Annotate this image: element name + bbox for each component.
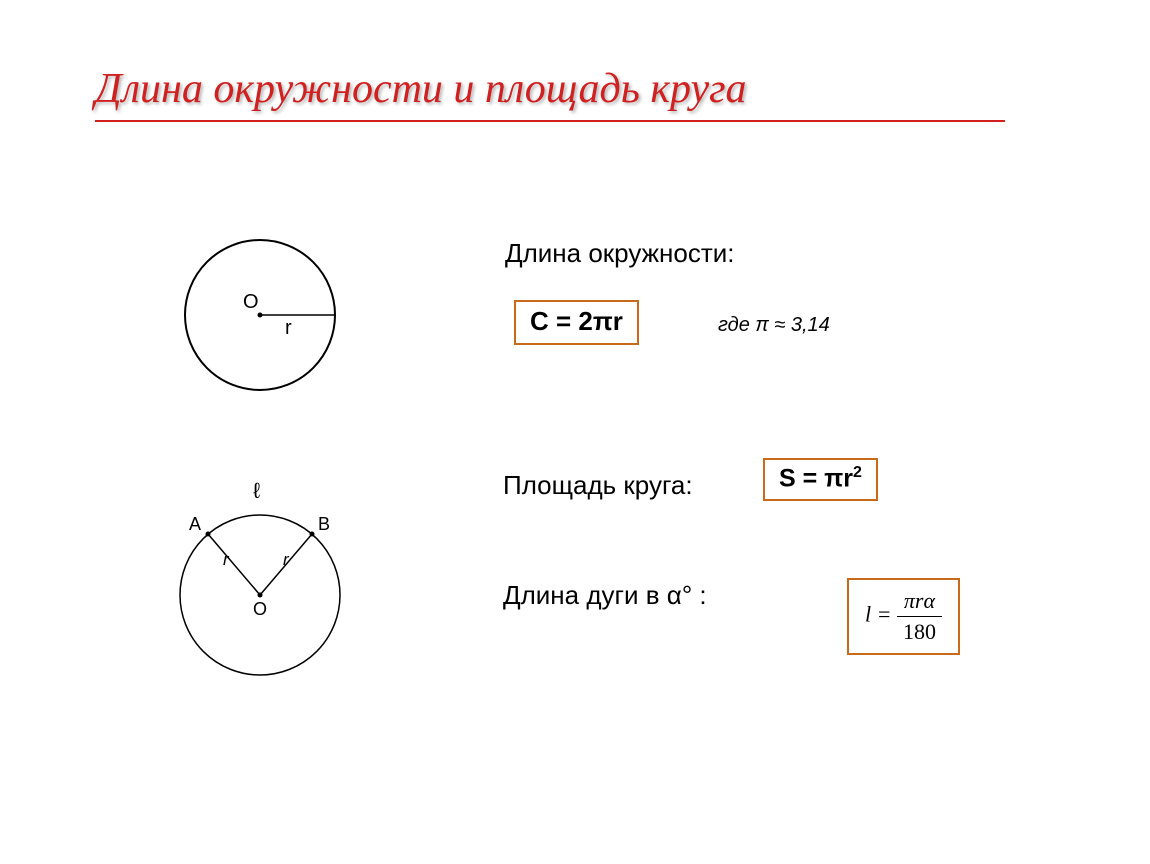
circumference-label: Длина окружности: — [505, 238, 735, 269]
area-formula-box: S = πr2 — [763, 458, 878, 501]
arc-formula-denominator: 180 — [897, 617, 942, 645]
point-a-label: A — [189, 514, 201, 534]
circle1-radius-label: r — [285, 317, 292, 339]
pi-approx-note: где π ≈ 3,14 — [718, 314, 830, 337]
area-formula-exp: 2 — [853, 464, 862, 481]
circle1-center-label: O — [243, 291, 259, 313]
point-b-label: B — [318, 514, 330, 534]
circumference-formula-box: C = 2πr — [514, 300, 639, 345]
arc-formula-box: l = πrα 180 — [847, 578, 960, 655]
radius-to-a — [208, 534, 260, 595]
circle1-svg: O r — [175, 230, 345, 400]
point-b-dot — [310, 532, 315, 537]
arc-length-label: ℓ — [253, 480, 261, 503]
area-formula-text: S = πr — [779, 464, 853, 492]
circle2-svg: ℓ A B r r O — [165, 480, 355, 690]
circle-arc-diagram: ℓ A B r r O — [165, 480, 355, 695]
point-a-dot — [206, 532, 211, 537]
arc-length-text-label: Длина дуги в α° : — [503, 580, 707, 611]
arc-formula-numerator: πrα — [897, 588, 942, 617]
radius-right-label: r — [283, 550, 290, 569]
circle-radius-diagram: O r — [175, 230, 345, 405]
arc-formula-fraction: πrα 180 — [897, 588, 942, 645]
title-underline — [95, 120, 1005, 122]
arc-formula-eq: l = — [865, 602, 897, 627]
circle2-center-label: O — [253, 599, 267, 619]
area-label: Площадь круга: — [503, 470, 693, 501]
page-title: Длина окружности и площадь круга — [95, 65, 747, 113]
